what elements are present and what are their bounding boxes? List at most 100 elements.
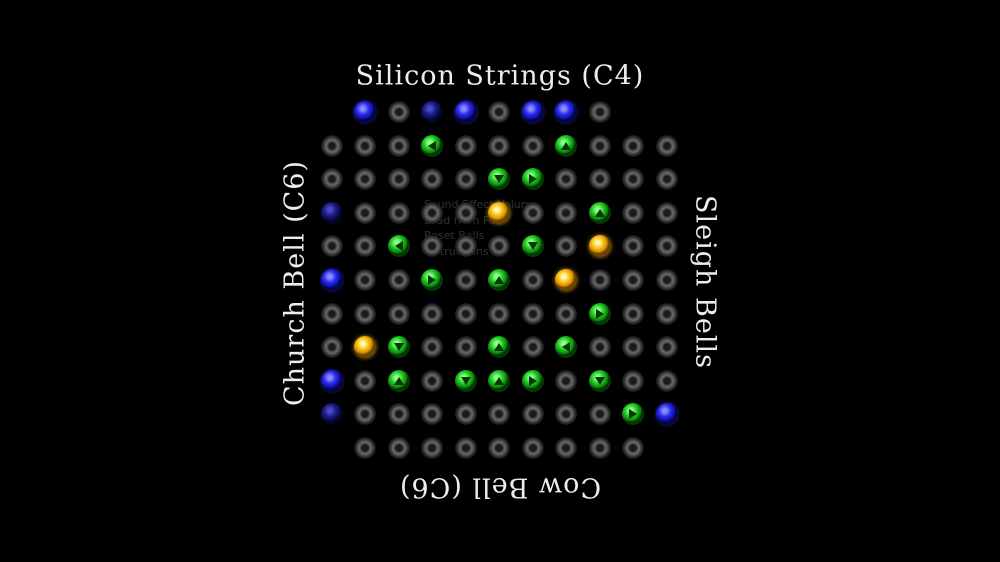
grid-cell-off[interactable] xyxy=(555,302,577,325)
grid-cell-off[interactable] xyxy=(421,302,443,325)
grid-cell-off[interactable] xyxy=(655,134,678,157)
bouncing-ball-yellow[interactable] xyxy=(488,201,510,224)
grid-cell-off[interactable] xyxy=(454,437,477,459)
grid-cell-off[interactable] xyxy=(521,336,544,359)
grid-cell-off[interactable] xyxy=(655,201,678,224)
grid-cell-off[interactable] xyxy=(387,269,410,291)
grid-cell-off[interactable] xyxy=(454,168,477,191)
grid-cell-off[interactable] xyxy=(521,302,544,325)
grid-cell-off[interactable] xyxy=(454,336,477,359)
arrow-down-icon[interactable] xyxy=(454,369,477,392)
grid-cell-off[interactable] xyxy=(655,336,678,359)
arrow-up-icon[interactable] xyxy=(387,369,410,392)
grid-cell-off[interactable] xyxy=(454,269,477,291)
emitter-ball-blue[interactable] xyxy=(555,101,577,123)
arrow-up-icon[interactable] xyxy=(488,369,510,392)
grid-cell-off[interactable] xyxy=(622,235,644,258)
grid-cell-off[interactable] xyxy=(655,168,678,191)
grid-cell-off[interactable] xyxy=(454,403,477,426)
grid-cell-off[interactable] xyxy=(354,403,376,426)
grid-cell-off[interactable] xyxy=(354,437,376,459)
arrow-up-icon[interactable] xyxy=(555,134,577,157)
grid-cell-off[interactable] xyxy=(421,201,443,224)
grid-cell-off[interactable] xyxy=(387,101,410,123)
grid-cell-off[interactable] xyxy=(421,403,443,426)
grid-cell-off[interactable] xyxy=(421,437,443,459)
grid-cell-off[interactable] xyxy=(622,201,644,224)
arrow-right-icon[interactable] xyxy=(521,369,544,392)
grid-cell-off[interactable] xyxy=(354,201,376,224)
grid-cell-off[interactable] xyxy=(488,101,510,123)
arrow-down-icon[interactable] xyxy=(488,168,510,191)
grid-cell-off[interactable] xyxy=(622,134,644,157)
grid-cell-off[interactable] xyxy=(655,302,678,325)
bouncing-ball-yellow[interactable] xyxy=(588,235,611,258)
arrow-up-icon[interactable] xyxy=(488,269,510,291)
grid-cell-off[interactable] xyxy=(354,369,376,392)
emitter-ball-blue[interactable] xyxy=(354,101,376,123)
grid-cell-off[interactable] xyxy=(320,134,343,157)
grid-cell-off[interactable] xyxy=(555,201,577,224)
grid-cell-off[interactable] xyxy=(622,168,644,191)
grid-cell-off[interactable] xyxy=(320,235,343,258)
arrow-right-icon[interactable] xyxy=(421,269,443,291)
grid-cell-off[interactable] xyxy=(655,269,678,291)
emitter-ball-blue[interactable] xyxy=(655,403,678,426)
grid-cell-off[interactable] xyxy=(421,369,443,392)
grid-cell-off[interactable] xyxy=(387,134,410,157)
arrow-down-icon[interactable] xyxy=(588,369,611,392)
bouncing-ball-yellow[interactable] xyxy=(555,269,577,291)
arrow-right-icon[interactable] xyxy=(521,168,544,191)
grid-cell-off[interactable] xyxy=(454,134,477,157)
grid-cell-off[interactable] xyxy=(387,168,410,191)
grid-cell-off[interactable] xyxy=(588,101,611,123)
grid-cell-off[interactable] xyxy=(354,168,376,191)
grid-cell-off[interactable] xyxy=(588,134,611,157)
grid-cell-off[interactable] xyxy=(622,269,644,291)
grid-cell-off[interactable] xyxy=(320,336,343,359)
grid-cell-off[interactable] xyxy=(588,269,611,291)
grid-cell-off[interactable] xyxy=(387,201,410,224)
grid-cell-off[interactable] xyxy=(387,437,410,459)
arrow-right-icon[interactable] xyxy=(588,302,611,325)
grid-cell-off[interactable] xyxy=(622,302,644,325)
bouncing-ball-yellow[interactable] xyxy=(354,336,376,359)
arrow-right-icon[interactable] xyxy=(622,403,644,426)
grid-cell-off[interactable] xyxy=(521,269,544,291)
grid-cell-off[interactable] xyxy=(354,302,376,325)
emitter-ball-blue[interactable] xyxy=(521,101,544,123)
grid-cell-off[interactable] xyxy=(387,403,410,426)
emitter-ball-dim-blue[interactable] xyxy=(320,403,343,426)
grid-cell-off[interactable] xyxy=(588,168,611,191)
grid-cell-off[interactable] xyxy=(488,403,510,426)
grid-cell-off[interactable] xyxy=(454,235,477,258)
emitter-ball-blue[interactable] xyxy=(320,369,343,392)
emitter-ball-blue[interactable] xyxy=(454,101,477,123)
grid-cell-off[interactable] xyxy=(622,437,644,459)
grid-cell-off[interactable] xyxy=(521,403,544,426)
grid-cell-off[interactable] xyxy=(488,235,510,258)
arrow-left-icon[interactable] xyxy=(387,235,410,258)
grid-cell-off[interactable] xyxy=(588,336,611,359)
grid-cell-off[interactable] xyxy=(354,235,376,258)
grid-cell-off[interactable] xyxy=(555,235,577,258)
grid-cell-off[interactable] xyxy=(488,134,510,157)
grid-cell-off[interactable] xyxy=(421,336,443,359)
grid-cell-off[interactable] xyxy=(320,302,343,325)
grid-cell-off[interactable] xyxy=(320,168,343,191)
grid-cell-off[interactable] xyxy=(488,437,510,459)
grid-cell-off[interactable] xyxy=(454,302,477,325)
arrow-down-icon[interactable] xyxy=(521,235,544,258)
grid-cell-off[interactable] xyxy=(421,235,443,258)
grid-cell-off[interactable] xyxy=(387,302,410,325)
grid-cell-off[interactable] xyxy=(454,201,477,224)
grid-cell-off[interactable] xyxy=(588,403,611,426)
grid-cell-off[interactable] xyxy=(488,302,510,325)
grid-cell-off[interactable] xyxy=(354,134,376,157)
grid-cell-off[interactable] xyxy=(521,437,544,459)
grid-cell-off[interactable] xyxy=(555,168,577,191)
grid-cell-off[interactable] xyxy=(588,437,611,459)
grid-cell-off[interactable] xyxy=(555,437,577,459)
emitter-ball-blue[interactable] xyxy=(320,269,343,291)
